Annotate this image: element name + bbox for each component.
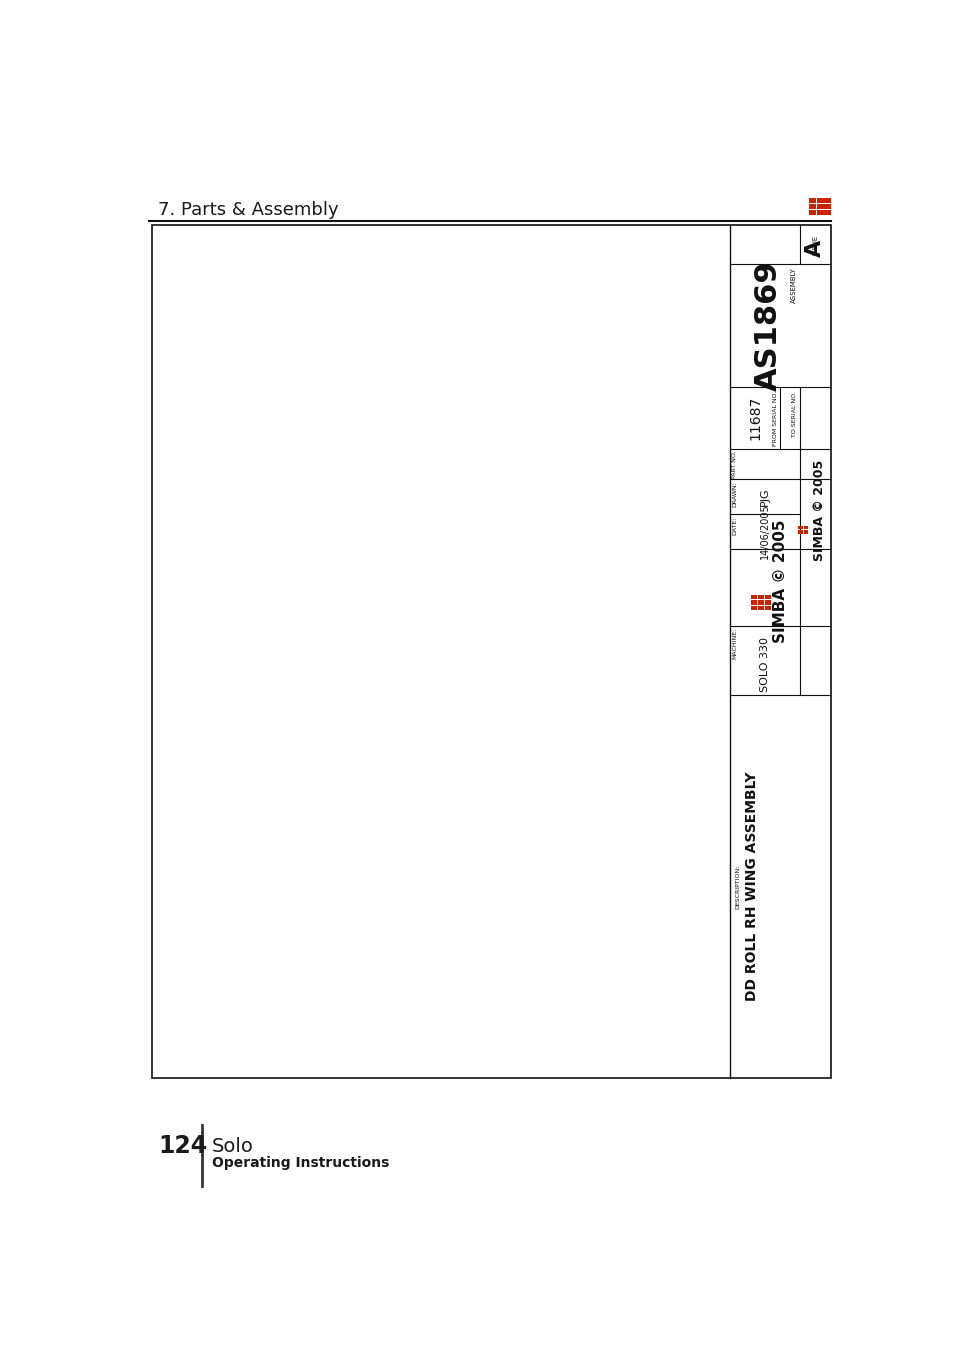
Bar	[750, 600, 757, 605]
Text: DESCRIPTION:: DESCRIPTION:	[735, 865, 740, 909]
Bar	[802, 530, 807, 534]
Text: 11687: 11687	[747, 396, 761, 440]
Bar	[808, 204, 815, 209]
Text: 7. Parts & Assembly: 7. Parts & Assembly	[158, 201, 338, 219]
Bar	[757, 594, 763, 600]
Bar	[152, 226, 830, 1078]
Text: MACHINE:: MACHINE:	[732, 628, 737, 659]
Bar	[750, 605, 757, 611]
Bar	[808, 197, 815, 203]
Bar	[764, 605, 770, 611]
Bar	[764, 594, 770, 600]
Text: FROM SERIAL NO.: FROM SERIAL NO.	[772, 390, 778, 446]
Bar	[823, 209, 831, 215]
Text: DD ROLL RH WING ASSEMBLY: DD ROLL RH WING ASSEMBLY	[744, 771, 758, 1001]
Text: DRAWN:: DRAWN:	[732, 482, 737, 508]
Text: SIMBA © 2005: SIMBA © 2005	[812, 459, 824, 561]
Text: ISSUE: ISSUE	[811, 235, 818, 255]
Bar	[764, 600, 770, 605]
Text: SOLO 330: SOLO 330	[759, 636, 769, 692]
Text: SIMBA © 2005: SIMBA © 2005	[772, 519, 787, 643]
Text: DATE:: DATE:	[732, 516, 737, 535]
Bar	[823, 204, 831, 209]
Text: Solo: Solo	[212, 1136, 253, 1155]
Bar	[798, 526, 802, 530]
Bar	[798, 530, 802, 534]
Text: AS1869: AS1869	[754, 259, 782, 390]
Bar	[757, 605, 763, 611]
Text: 14/06/2005: 14/06/2005	[759, 504, 769, 559]
Text: PJG: PJG	[759, 488, 769, 507]
Text: 124: 124	[158, 1135, 207, 1158]
Bar	[802, 526, 807, 530]
Bar	[823, 197, 831, 203]
Bar	[816, 204, 822, 209]
Bar	[750, 594, 757, 600]
Bar	[757, 600, 763, 605]
Text: ASSEMBLY: ASSEMBLY	[791, 267, 797, 304]
Bar	[816, 209, 822, 215]
Bar	[816, 197, 822, 203]
Bar	[808, 209, 815, 215]
Text: A: A	[804, 239, 824, 257]
Text: Operating Instructions: Operating Instructions	[212, 1156, 389, 1170]
Text: TO SERIAL NO.: TO SERIAL NO.	[792, 390, 797, 436]
Text: PART NO.: PART NO.	[732, 451, 737, 480]
